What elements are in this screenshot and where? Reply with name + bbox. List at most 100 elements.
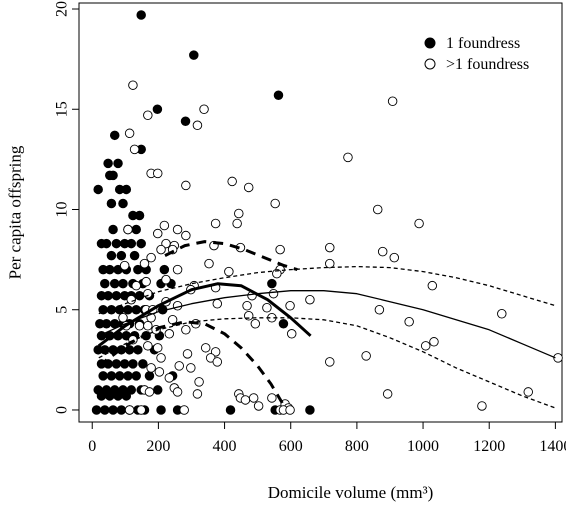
data-point-multi-foundress [164,329,175,339]
data-point-1-foundress [100,405,110,415]
data-point-1-foundress [119,359,130,369]
data-point-multi-foundress [285,300,295,311]
data-point-1-foundress [118,278,128,289]
data-point-1-foundress [100,278,110,289]
data-point-multi-foundress [152,343,163,353]
y-axis: 0 5 10 15 20 [54,1,79,414]
data-point-multi-foundress [387,96,398,106]
data-point-multi-foundress [204,258,214,269]
x-tick-label: 1200 [473,438,505,455]
data-point-multi-foundress [154,367,165,377]
data-point-multi-foundress [553,353,563,363]
data-point-1-foundress [124,345,135,355]
data-point-multi-foundress [119,260,130,271]
data-point-multi-foundress [174,361,184,371]
data-point-1-foundress [118,198,128,209]
data-point-1-foundress [136,238,146,249]
data-point-multi-foundress [242,300,252,311]
data-point-multi-foundress [161,274,171,285]
data-point-multi-foundress [192,120,203,131]
data-point-multi-foundress [429,337,439,347]
data-point-multi-foundress [224,266,234,277]
x-tick-label: 600 [279,438,303,455]
data-point-multi-foundress [136,405,146,415]
data-point-1-foundress [109,278,120,289]
data-point-multi-foundress [164,373,175,383]
data-point-multi-foundress [212,357,223,367]
data-point-multi-foundress [159,220,170,231]
data-point-multi-foundress [139,258,150,269]
data-point-multi-foundress [172,224,183,235]
points-layer [91,10,563,415]
data-point-1-foundress [91,405,102,415]
data-point-multi-foundress [227,176,237,187]
data-point-1-foundress [123,371,133,381]
data-point-multi-foundress [192,389,203,399]
data-point-multi-foundress [377,246,388,257]
data-point-1-foundress [152,385,163,395]
data-point-multi-foundress [143,321,153,331]
data-point-1-foundress [136,10,146,20]
data-point-1-foundress [106,198,117,209]
data-point-multi-foundress [124,405,135,415]
data-point-1-foundress [134,210,145,221]
data-point-1-foundress [109,130,120,141]
data-point-multi-foundress [210,347,221,357]
data-point-1-foundress [180,116,191,127]
y-tick-label: 0 [54,406,71,414]
data-point-1-foundress [189,50,199,60]
data-point-multi-foundress [382,389,393,399]
fit-lines-layer [97,240,556,409]
data-point-1-foundress [278,319,289,329]
data-point-1-foundress [225,405,236,415]
data-point-1-foundress [101,319,112,329]
data-point-1-foundress [114,371,125,381]
data-point-multi-foundress [124,128,135,139]
data-point-multi-foundress [181,230,191,241]
data-point-multi-foundress [232,218,242,229]
data-point-multi-foundress [404,317,414,327]
data-point-multi-foundress [179,405,189,415]
data-point-multi-foundress [262,302,272,313]
data-point-multi-foundress [361,351,371,361]
data-point-1-foundress [267,278,277,289]
data-point-1-foundress [108,405,118,415]
data-point-1-foundress [108,170,118,181]
fit-line-multi-foundress-ci-lower [98,317,556,409]
data-point-1-foundress [93,184,103,195]
data-point-multi-foundress [156,244,166,255]
data-point-1-foundress [128,359,138,369]
fit-line-multi-foundress-fit [98,290,556,359]
data-point-multi-foundress [200,343,211,353]
data-point-multi-foundress [194,377,204,387]
data-point-multi-foundress [152,228,163,239]
data-point-1-foundress [131,371,141,381]
data-point-multi-foundress [523,387,534,397]
data-point-multi-foundress [186,363,196,373]
data-point-1-foundress [114,304,125,315]
data-point-1-foundress [111,238,122,249]
data-point-1-foundress [273,90,284,100]
data-point-multi-foundress [420,341,431,351]
x-axis-title: Domicile volume (mm³) [268,483,434,502]
data-point-multi-foundress [118,313,128,323]
data-point-1-foundress [123,304,133,315]
data-point-multi-foundress [477,401,487,411]
data-point-multi-foundress [199,104,209,115]
data-point-multi-foundress [134,321,145,331]
data-point-1-foundress [103,290,113,301]
data-point-multi-foundress [152,168,163,179]
data-point-1-foundress [116,405,127,415]
data-point-1-foundress [131,304,141,315]
data-point-1-foundress [103,158,113,169]
data-point-multi-foundress [126,294,137,305]
legend-label-multi-foundress: >1 foundress [446,56,529,73]
data-point-multi-foundress [210,218,221,229]
data-point-1-foundress [126,385,137,395]
legend-marker-multi-foundress [424,58,436,70]
data-point-1-foundress [129,250,140,261]
data-point-multi-foundress [267,393,277,403]
